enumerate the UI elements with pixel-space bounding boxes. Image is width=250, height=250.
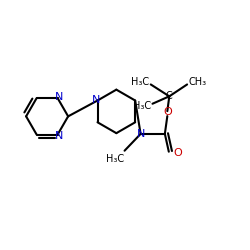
Text: H₃C: H₃C	[132, 77, 150, 87]
Text: CH₃: CH₃	[188, 77, 206, 87]
Text: C: C	[166, 91, 173, 101]
Text: O: O	[174, 148, 182, 158]
Text: N: N	[136, 129, 145, 139]
Text: H₃C: H₃C	[133, 101, 151, 111]
Text: N: N	[92, 95, 100, 105]
Text: O: O	[164, 107, 172, 117]
Text: N: N	[55, 131, 63, 141]
Text: N: N	[55, 92, 63, 102]
Text: H₃C: H₃C	[106, 154, 124, 164]
